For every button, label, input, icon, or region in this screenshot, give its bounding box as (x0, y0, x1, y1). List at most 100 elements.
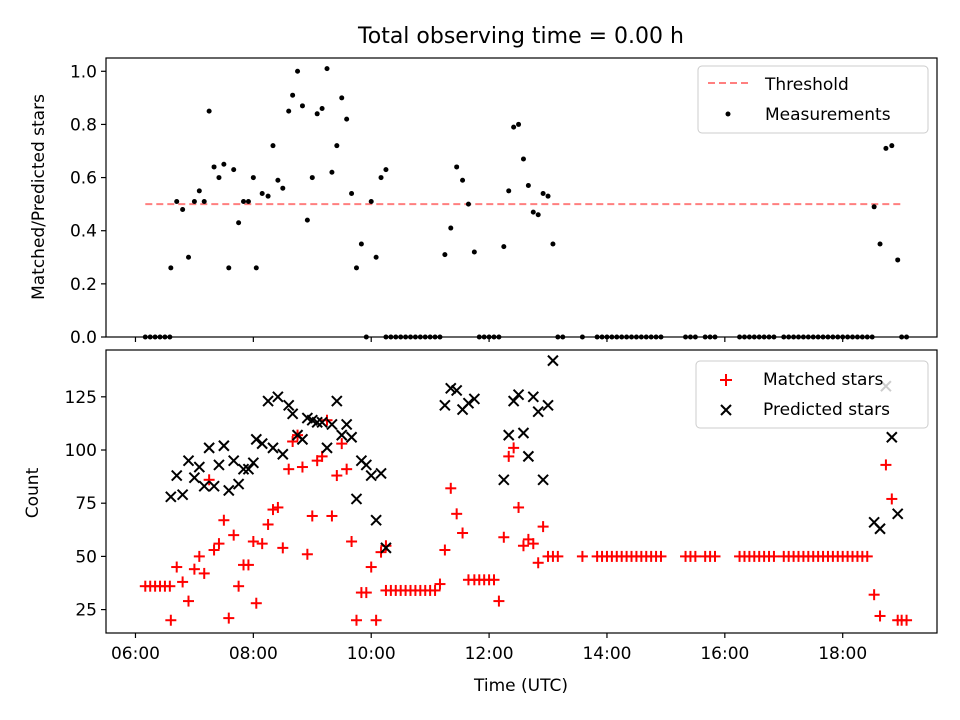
matched-star-marker (439, 544, 451, 556)
matched-star-marker (346, 536, 358, 548)
matched-star-marker (267, 504, 279, 516)
predicted-star-marker (874, 523, 886, 535)
matched-star-marker (213, 538, 225, 550)
top-legend: Threshold Measurements (697, 65, 929, 134)
measurement-point (465, 201, 471, 207)
predicted-star-marker (886, 431, 898, 443)
matched-star-marker (208, 544, 220, 556)
matched-star-marker (360, 587, 372, 599)
matched-star-marker (331, 470, 343, 482)
matched-star-marker (488, 574, 500, 586)
matched-star-marker (457, 527, 469, 539)
measurement-point (290, 92, 296, 98)
matched-star-marker (886, 493, 898, 505)
matched-star-marker (183, 595, 195, 607)
measurement-point (448, 225, 454, 231)
measurement-point (196, 188, 202, 194)
matched-star-marker (429, 584, 441, 596)
bottom-x-tick-label: 14:00 (582, 644, 631, 664)
top-panel-ticks: 0.0 0.2 0.4 0.6 0.8 1.0 (70, 62, 844, 348)
measurement-point (280, 185, 286, 191)
bottom-x-tick-label: 18:00 (818, 644, 867, 664)
matched-star-marker (880, 459, 892, 471)
predicted-star-marker (213, 459, 225, 471)
predicted-star-marker (380, 542, 392, 554)
measurement-point (319, 105, 325, 111)
matched-star-marker (171, 561, 183, 573)
predicted-star-marker (503, 429, 515, 441)
matched-star-marker (242, 559, 254, 571)
measurement-point (295, 68, 301, 74)
matched-star-marker (272, 501, 284, 513)
bottom-y-tick-label: 125 (65, 388, 97, 408)
measurement-point (324, 66, 330, 72)
matched-star-marker (287, 435, 299, 447)
bottom-x-axis-label: Time (UTC) (473, 676, 568, 696)
measurement-point (353, 265, 359, 271)
legend-matched-label: Matched stars (763, 370, 883, 390)
predicted-star-marker (512, 388, 525, 401)
measurement-point (201, 198, 207, 204)
legend-predicted-label: Predicted stars (763, 400, 890, 420)
predicted-star-marker (542, 399, 554, 412)
predicted-star-marker (242, 463, 255, 475)
matched-star-marker (532, 557, 544, 569)
bottom-y-tick-label: 50 (75, 547, 97, 567)
legend-predicted-swatch (720, 404, 732, 416)
measurement-point (265, 193, 271, 199)
bottom-x-tick-label: 12:00 (465, 644, 514, 664)
predicted-star-marker (321, 442, 333, 454)
measurement-point (314, 111, 320, 117)
measurement-point (309, 175, 315, 181)
bottom-legend: Matched stars Predicted stars (695, 360, 929, 429)
predicted-star-marker (360, 459, 373, 471)
matched-star-marker (218, 514, 230, 526)
matched-star-marker (901, 614, 913, 626)
predicted-star-marker (286, 408, 299, 420)
measurement-point (383, 167, 389, 173)
matched-star-marker (250, 597, 262, 609)
matched-star-marker (517, 540, 529, 552)
bottom-y-axis-label: Count (23, 467, 43, 518)
predicted-star-marker (498, 474, 510, 486)
bottom-y-tick-label: 25 (75, 601, 97, 621)
legend-threshold-label: Threshold (764, 75, 849, 95)
predicted-star-marker (537, 474, 549, 486)
matched-star-marker (223, 612, 235, 624)
measurement-point (540, 191, 546, 197)
measurement-point (211, 164, 217, 170)
measurement-point (186, 254, 192, 260)
matched-star-marker (868, 589, 880, 601)
predicted-star-marker (198, 480, 210, 492)
measurement-point (368, 198, 374, 204)
predicted-star-marker (193, 461, 206, 473)
predicted-star-marker (522, 450, 535, 463)
measurement-point (275, 177, 281, 183)
measurement-point (226, 265, 232, 271)
measurement-point (545, 193, 551, 199)
top-y-axis-label: Matched/Predicted stars (29, 94, 49, 300)
predicted-star-marker (208, 480, 220, 492)
predicted-star-marker (326, 418, 338, 431)
predicted-star-marker (218, 440, 230, 452)
measurement-point (525, 183, 531, 189)
matched-star-marker (370, 614, 382, 626)
measurement-point (299, 103, 305, 109)
measurement-point (883, 145, 889, 151)
measurement-point (373, 254, 379, 260)
matched-star-marker (861, 550, 873, 562)
predicted-star-marker (507, 395, 520, 407)
measurement-point (334, 143, 340, 149)
matched-star-marker (177, 576, 189, 588)
predicted-star-marker (296, 433, 309, 446)
measurement-point (460, 177, 466, 183)
matched-star-marker (247, 536, 259, 548)
matched-star-marker (165, 614, 177, 626)
measurement-point (511, 124, 517, 130)
measurement-point (871, 204, 877, 210)
measurement-point (349, 191, 355, 197)
matched-star-marker (193, 550, 205, 562)
measurement-point (304, 217, 310, 223)
bottom-panel-frame (105, 349, 938, 634)
